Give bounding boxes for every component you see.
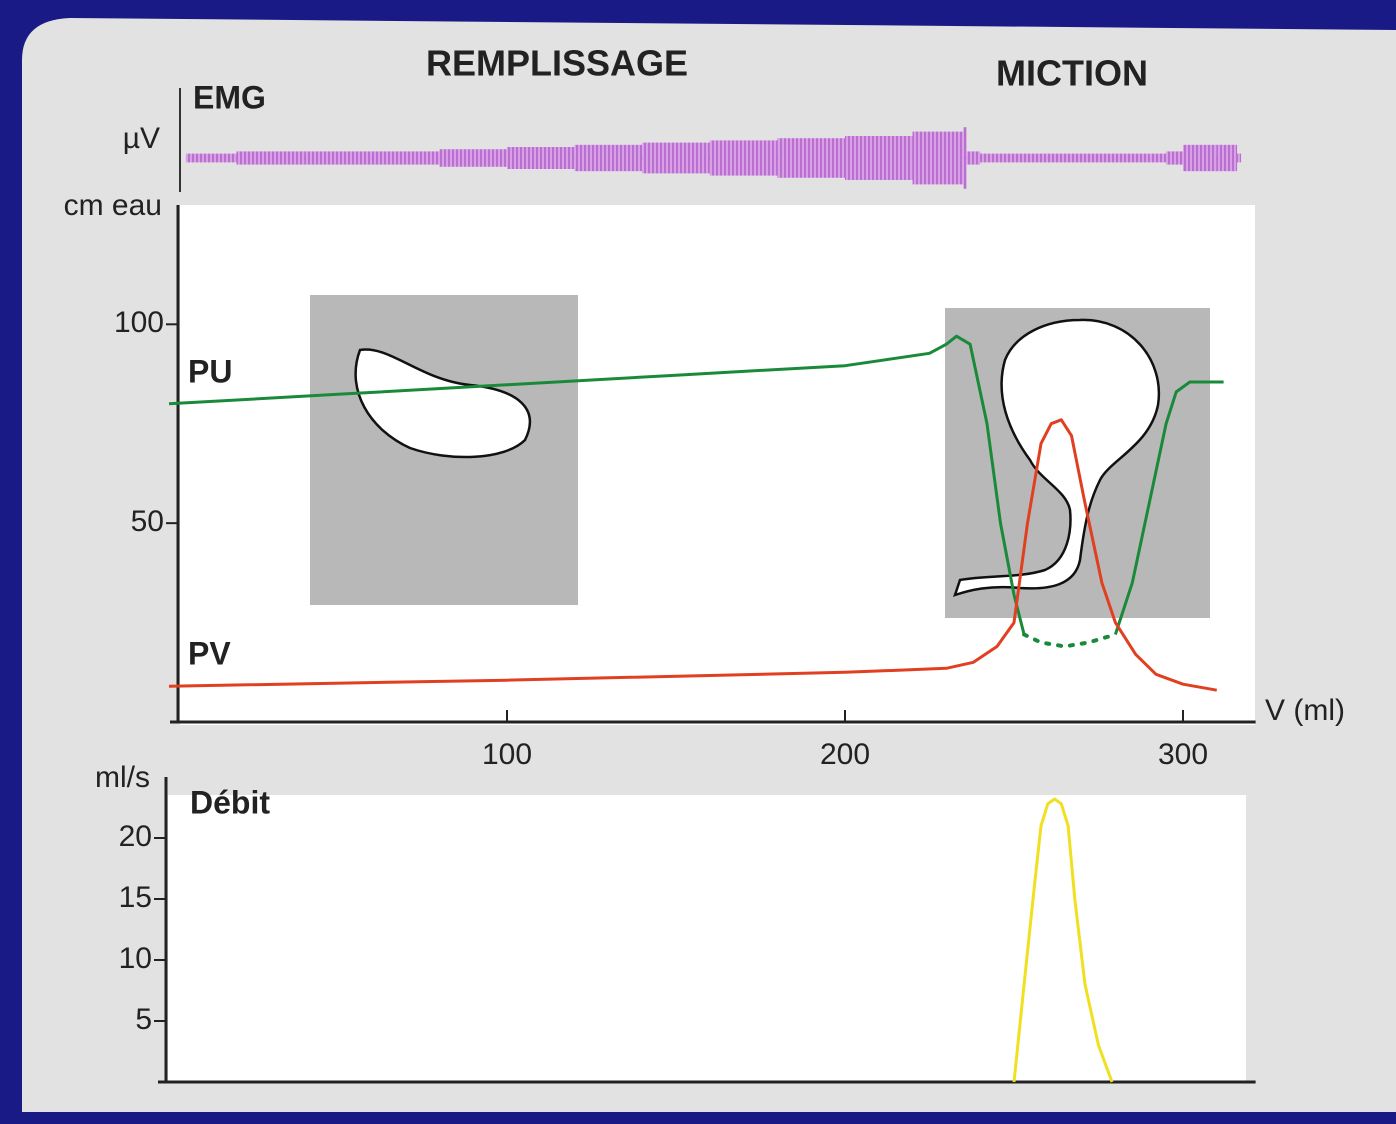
y-axis-label: µV (123, 122, 160, 155)
plot-layer: EMG µV 50 100 100 200 300 cm eau V (ml) REMPLISSA… (64, 43, 1345, 1084)
emg-amplitude (966, 151, 981, 165)
annotation: MICTION (996, 53, 1148, 94)
emg-amplitude (236, 151, 305, 165)
emg-amplitude (709, 140, 778, 176)
x-tick-label: 100 (482, 738, 532, 771)
y-tick-label: 100 (114, 306, 164, 339)
emg-amplitude (185, 153, 237, 163)
y-axis-label: cm eau (64, 189, 162, 222)
x-tick-label: 200 (820, 738, 870, 771)
y-tick-label: 5 (135, 1003, 152, 1036)
panel-title: EMG (193, 79, 266, 115)
bladder-filling-illustration (310, 295, 578, 605)
emg-amplitude (1149, 153, 1167, 163)
emg-amplitude (845, 136, 913, 180)
emg-amplitude (1047, 153, 1116, 163)
emg-amplitude (1237, 153, 1242, 163)
panel-title: Débit (190, 784, 270, 820)
annotation: REMPLISSAGE (426, 43, 688, 84)
series-label: PU (188, 353, 232, 389)
emg-amplitude (777, 138, 845, 178)
x-axis-label: V (ml) (1265, 694, 1345, 727)
y-tick-label: 15 (119, 881, 152, 914)
emg-amplitude (912, 131, 964, 185)
emg-amplitude (980, 153, 1048, 163)
flow-plot-area (168, 795, 1246, 1082)
emg-amplitude (963, 127, 967, 189)
y-tick-label: 10 (119, 942, 152, 975)
emg-amplitude (1216, 144, 1238, 172)
series-line (168, 418, 1218, 692)
emg-amplitude (1166, 151, 1183, 165)
emg-amplitude (371, 151, 440, 165)
series-line (1012, 797, 1114, 1083)
emg-amplitude (1115, 153, 1150, 163)
emg-amplitude (304, 151, 372, 165)
y-tick-label: 20 (119, 820, 152, 853)
emg-amplitude (642, 142, 710, 174)
emg-amplitude (1183, 144, 1217, 172)
x-tick-label: 300 (1158, 738, 1208, 771)
series-line (168, 334, 1224, 635)
series-line (1022, 632, 1118, 649)
series-label: PV (188, 636, 231, 672)
y-tick-label: 50 (131, 505, 164, 538)
emg-amplitude (439, 149, 507, 167)
emg-amplitude (574, 144, 643, 172)
emg-amplitude (507, 147, 575, 169)
y-axis-label: ml/s (95, 761, 150, 794)
